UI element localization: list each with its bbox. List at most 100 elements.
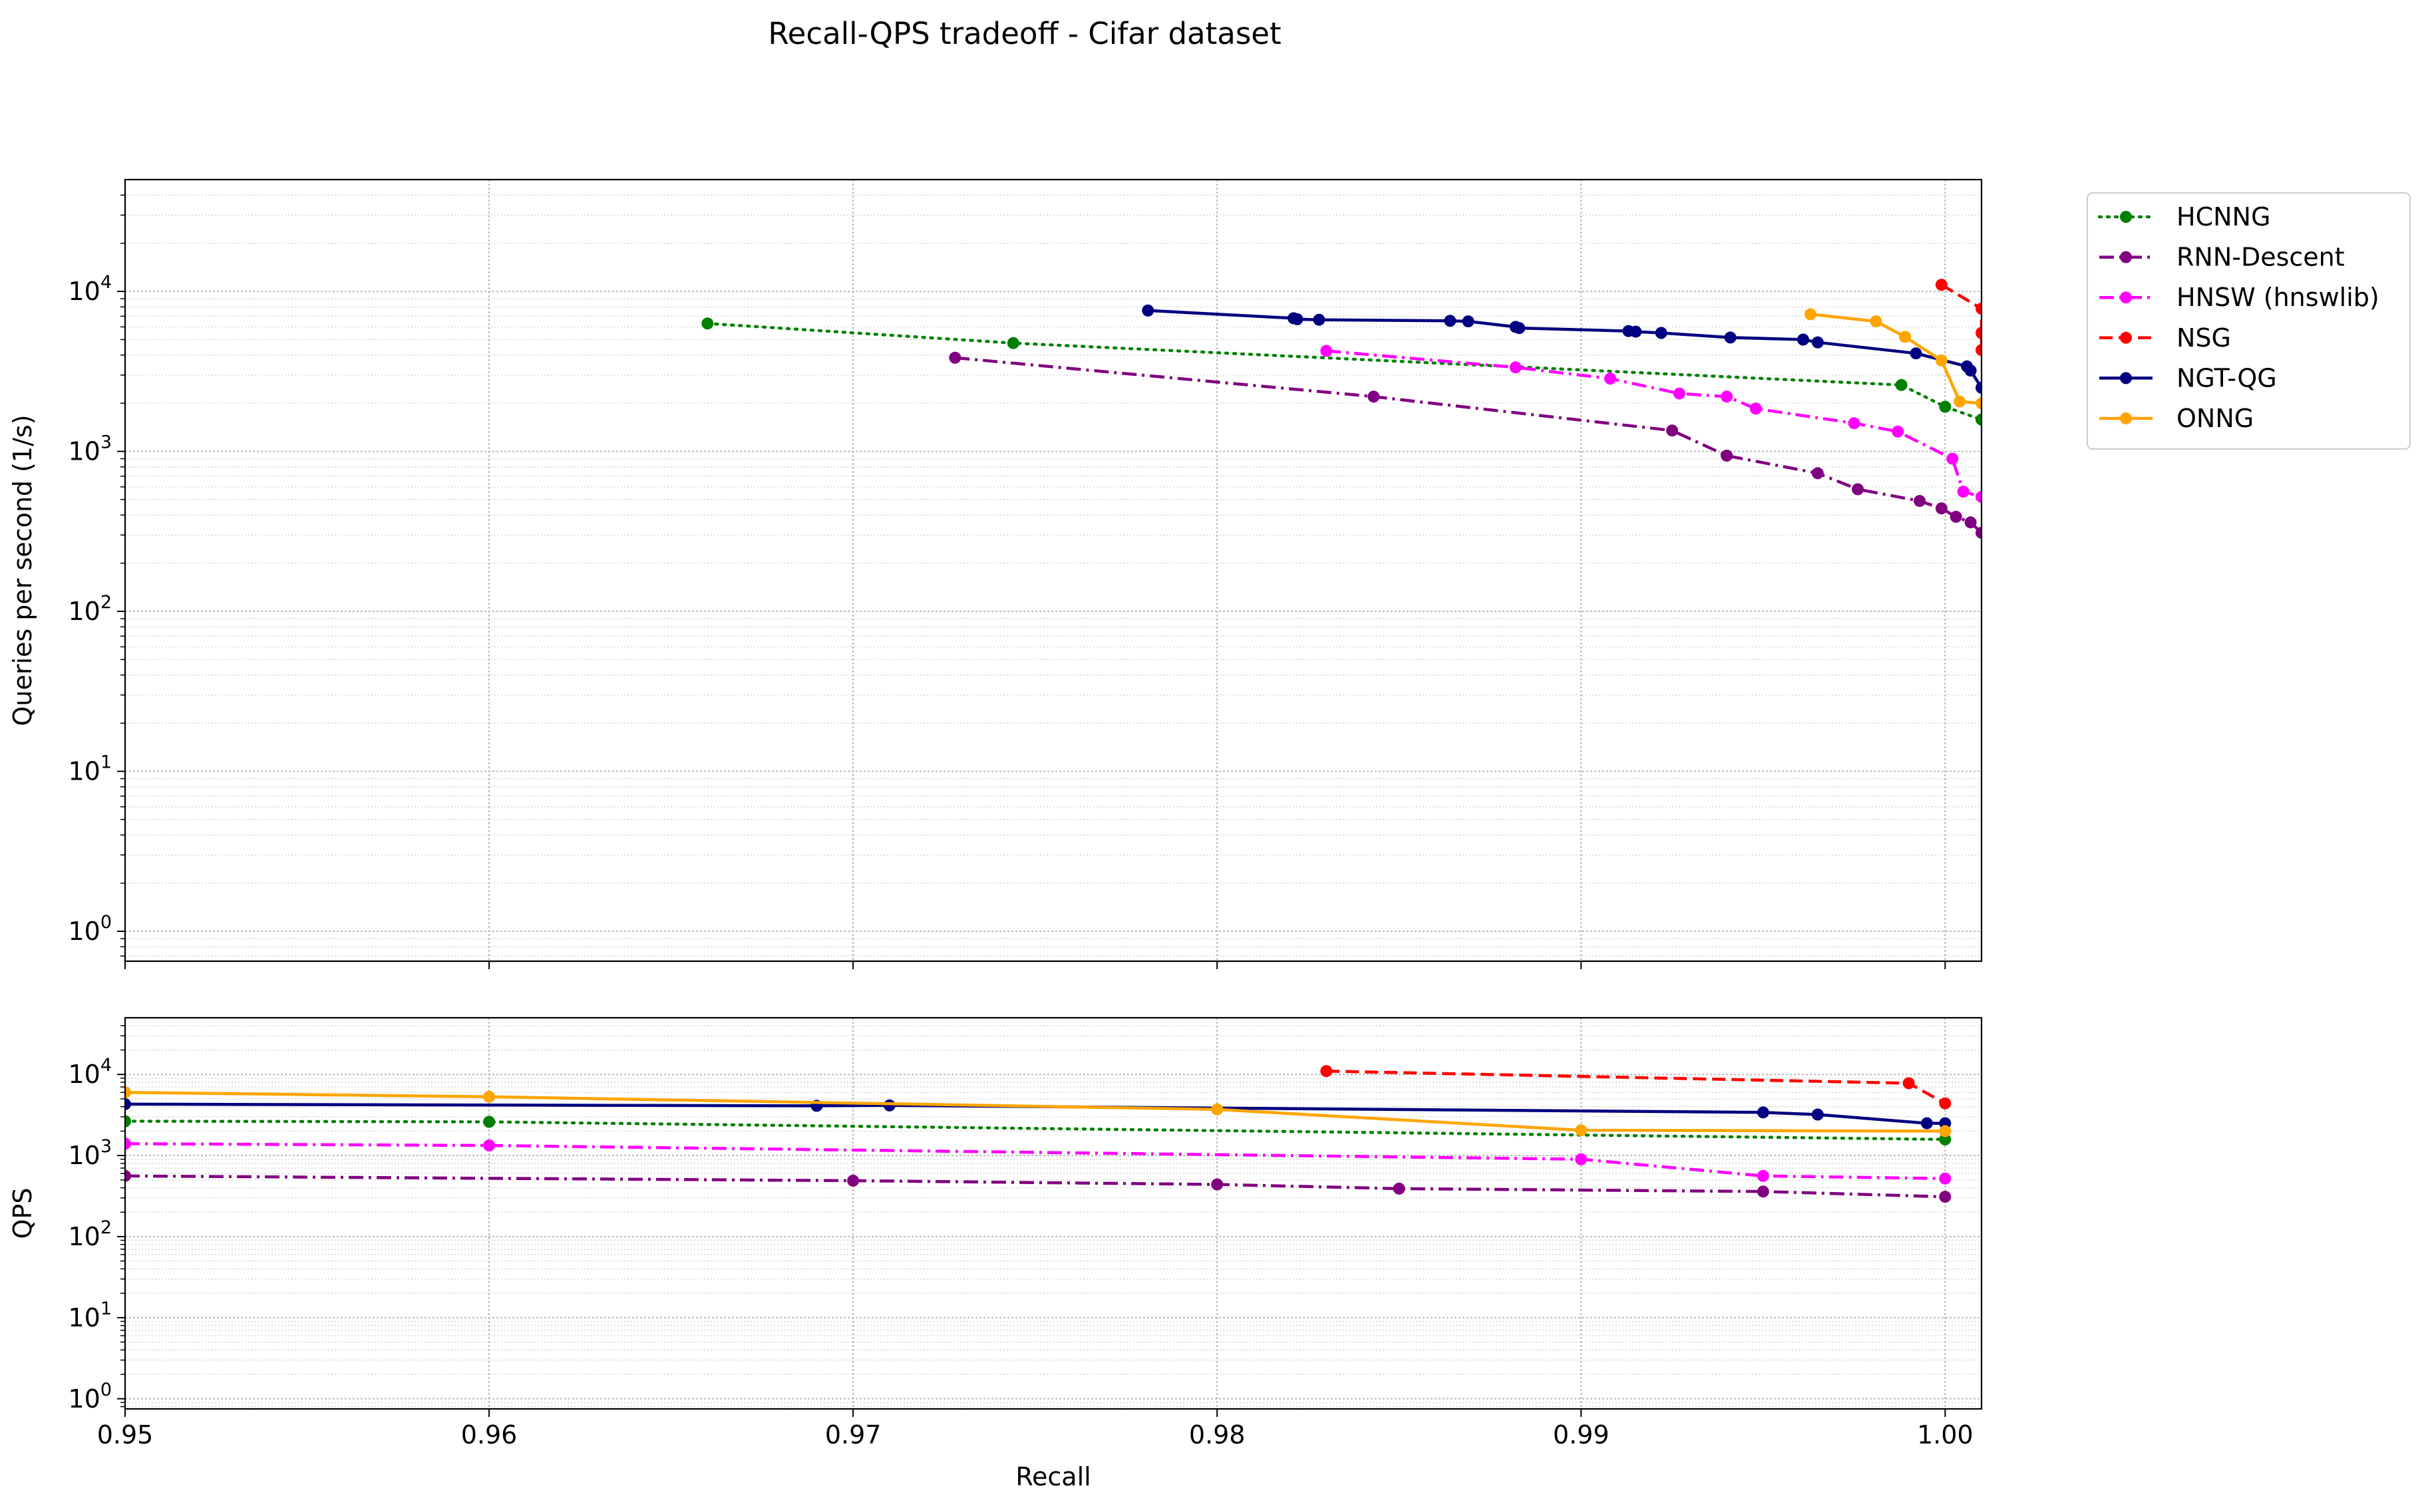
data-point: [1007, 337, 1019, 349]
data-point: [1724, 331, 1737, 344]
data-point: [1655, 327, 1667, 339]
y-tick-label: 102: [68, 1217, 112, 1251]
y-axis-title: Queries per second (1/s): [8, 414, 37, 726]
data-point: [701, 317, 714, 330]
legend-swatch-marker: [2120, 372, 2132, 384]
legend-swatch-marker: [2120, 211, 2132, 223]
data-point: [1976, 397, 1982, 410]
data-point: [1804, 308, 1817, 321]
data-point: [1211, 1103, 1224, 1116]
series-line: [1810, 313, 1982, 405]
zoom-panel: 100 101 102 103 104 0.95 0.96 0.97 0.98 0.99 1.00 Q…: [8, 1016, 1983, 1449]
data-point: [1946, 452, 1959, 465]
legend-label: HNSW (hnswlib): [2176, 283, 2379, 312]
data-point: [1852, 483, 1864, 496]
data-point: [1630, 325, 1642, 338]
data-point: [1797, 333, 1809, 346]
plot-frame: [124, 178, 1983, 963]
data-point: [1939, 1097, 1952, 1110]
legend-label: ONNG: [2176, 404, 2254, 433]
data-point: [1976, 344, 1982, 357]
data-point: [1811, 467, 1824, 480]
data-point: [847, 1174, 860, 1187]
y-tick-label: 100: [68, 912, 112, 946]
data-point: [1757, 1169, 1769, 1182]
data-point: [883, 1099, 896, 1112]
y-tick-label: 101: [68, 1298, 112, 1332]
data-point: [1914, 495, 1926, 508]
data-point: [1575, 1124, 1588, 1137]
series-line: [125, 1174, 1946, 1199]
data-point: [1749, 402, 1762, 415]
data-point: [483, 1090, 496, 1103]
legend-label: NGT-QG: [2176, 363, 2277, 392]
data-point: [1935, 279, 1948, 291]
data-point: [1367, 390, 1380, 403]
data-point: [1964, 516, 1977, 529]
data-point: [1939, 1125, 1952, 1137]
data-point: [1313, 313, 1325, 326]
series-line: [1326, 349, 1982, 499]
data-point: [1939, 1191, 1952, 1203]
y-tick-label: 103: [68, 432, 112, 466]
data-point: [1964, 365, 1977, 377]
data-point: [1811, 336, 1824, 349]
data-point: [1957, 486, 1970, 498]
data-point: [1939, 1133, 1952, 1145]
data-point: [1910, 347, 1922, 360]
data-point: [1892, 425, 1904, 438]
y-tick-label: 103: [68, 1136, 112, 1170]
legend-label: HCNNG: [2176, 202, 2270, 231]
legend: HCNNG RNN-Descent HNSW (hnswlib) NSG NGT-QG O…: [2087, 192, 2411, 450]
legend-label: RNN-Descent: [2176, 243, 2345, 272]
data-point: [1976, 303, 1982, 315]
data-point: [1935, 354, 1948, 367]
x-tick-label: 0.97: [825, 1420, 882, 1449]
data-point: [1899, 331, 1912, 343]
data-point: [1976, 490, 1982, 503]
data-point: [1976, 381, 1982, 394]
data-point: [1848, 417, 1860, 430]
data-point: [1604, 373, 1616, 385]
x-tick-label: 0.96: [461, 1420, 518, 1449]
data-point: [1721, 450, 1733, 462]
data-point: [1920, 1117, 1933, 1130]
y-tick-label: 100: [68, 1380, 112, 1414]
data-point: [1444, 315, 1457, 327]
data-point: [1142, 304, 1154, 317]
data-point: [1673, 387, 1685, 400]
x-tick-label: 1.00: [1917, 1420, 1974, 1449]
main-panel: 100 101 102 103 104 Queries per second (1/s): [8, 178, 1983, 969]
data-point: [1462, 315, 1475, 328]
data-point: [1954, 395, 1966, 408]
series-line: [125, 1120, 1947, 1141]
data-point: [1811, 1108, 1824, 1121]
data-point: [1393, 1182, 1405, 1195]
data-point: [483, 1116, 496, 1128]
legend-swatch-marker: [2120, 291, 2132, 304]
data-point: [125, 1137, 131, 1150]
data-point: [1291, 313, 1303, 325]
data-point: [125, 1086, 131, 1099]
data-point: [125, 1115, 131, 1128]
series-line: [1940, 283, 1982, 352]
data-point: [1211, 1178, 1224, 1191]
data-point: [1320, 345, 1333, 357]
data-point: [1935, 502, 1948, 515]
legend-label: NSG: [2176, 323, 2231, 353]
legend-swatch-marker: [2120, 251, 2132, 263]
x-tick-label: 0.98: [1189, 1420, 1246, 1449]
data-point: [1939, 1172, 1952, 1185]
data-point: [1575, 1153, 1588, 1165]
series-line: [1148, 309, 1982, 389]
data-point: [1757, 1185, 1769, 1198]
x-tick-label: 0.95: [97, 1420, 154, 1449]
series-line: [955, 356, 1982, 534]
legend-swatch-marker: [2120, 331, 2132, 344]
plot-frame: [124, 1016, 1983, 1410]
y-tick-label: 104: [68, 1055, 112, 1089]
data-point: [1509, 361, 1522, 374]
data-point: [1895, 378, 1908, 391]
data-point: [1976, 413, 1982, 426]
data-point: [1976, 526, 1982, 539]
